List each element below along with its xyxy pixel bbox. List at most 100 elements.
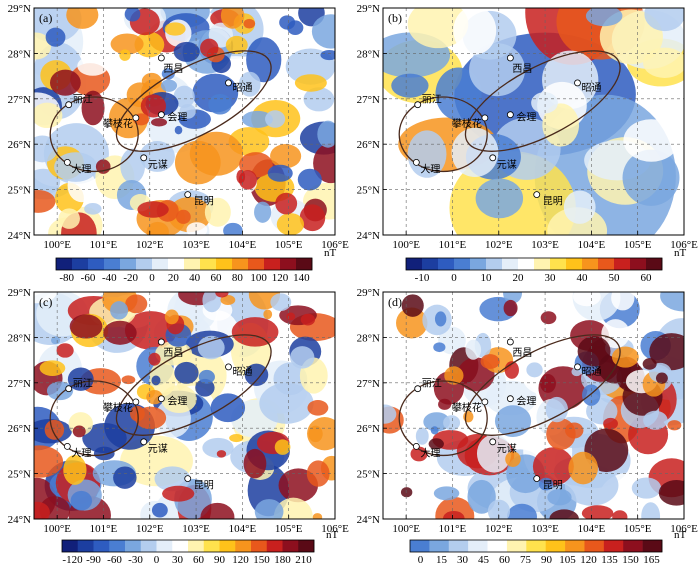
lat-tick-label: 29°N [357,287,380,299]
lon-tick-label: 105°E [275,523,303,535]
city-marker [414,385,422,393]
field-blob [430,426,439,435]
city-marker [506,338,514,346]
colorbar-tick-label: 90 [214,554,226,566]
colorbar-unit: nT [674,529,687,541]
field-blob [56,343,74,358]
field-blob [149,361,176,397]
lon-tick-label: 102°E [485,239,513,251]
field-blob [547,488,572,506]
lat-tick-label: 25°N [8,185,31,197]
lat-tick-label: 27°N [357,94,380,106]
panel-label: (d) [388,295,402,309]
colorbar-swatch [172,540,189,552]
colorbar-tick-label: -30 [128,554,143,566]
field-blob [572,292,601,307]
field-blob [622,149,680,206]
colorbar-swatch [296,258,313,270]
colorbar-swatch [646,258,663,270]
city-label: 丽江 [73,94,93,106]
field-blob [241,110,273,128]
field-blob [93,446,115,461]
fault-zone-ellipse [115,334,272,436]
field-blob [270,144,302,169]
field-blob [173,85,195,109]
field-blob [565,422,584,439]
field-blob [49,69,81,96]
field-blob [506,503,537,519]
lon-tick-label: 104°E [578,239,606,251]
city-marker [157,111,165,119]
field-blob [642,358,657,370]
field-blob [236,169,246,184]
colorbar-tick-label: 20 [513,272,525,284]
field-blob [150,118,168,127]
field-blob [312,513,323,519]
field-blob [66,8,99,29]
field-blob [433,342,446,353]
field-blob [110,33,144,55]
field-blob [532,447,574,486]
lat-tick-label: 25°N [357,185,380,197]
field-blob [649,333,684,371]
field-blob [160,79,178,92]
lat-tick-label: 29°N [357,3,380,15]
colorbar-swatch [109,540,126,552]
colorbar-swatch [282,540,299,552]
lon-tick-label: 102°E [485,523,513,535]
city-label: 昭通 [581,82,601,94]
colorbar-tick-label: 20 [168,272,180,284]
colorbar-tick-label: 0 [418,554,424,566]
city-marker [140,438,148,446]
lat-tick-label: 25°N [357,469,380,481]
colorbar-tick-label: 0 [154,554,160,566]
colorbar-unit: nT [324,247,337,259]
anomaly-field [34,292,335,519]
colorbar-tick-label: -120 [62,554,83,566]
field-blob [173,41,200,62]
city-marker [489,438,497,446]
field-blob [435,496,475,519]
lon-tick-label: 101°E [439,239,467,251]
colorbar-swatch [422,258,439,270]
colorbar-swatch [232,258,249,270]
field-blob [120,148,146,184]
field-blob [391,73,429,98]
colorbar-swatch [429,540,450,552]
colorbar-swatch [526,540,546,552]
colorbar-swatch [251,540,268,552]
city-marker [65,101,73,109]
colorbar-tick-label: 75 [520,554,532,566]
city-label: 丽江 [422,378,442,390]
fault-zone-ellipse [49,96,139,173]
lon-tick-label: 103°E [182,523,210,535]
city-marker [506,111,514,119]
colorbar-swatch [534,258,551,270]
field-blob [276,213,305,235]
field-blob [51,336,61,345]
field-blob [210,393,246,423]
field-blob [137,201,169,218]
field-blob [611,292,635,311]
fault-zone-ellipse [49,380,139,457]
panel-label: (b) [388,11,402,25]
city-marker [140,154,148,162]
field-blob [433,486,460,501]
field-blob [444,366,464,385]
field-blob [39,360,66,376]
lon-tick-label: 104°E [578,523,606,535]
field-blob [407,130,447,178]
field-blob [311,14,335,49]
field-blob [542,103,580,147]
field-blob [303,87,335,112]
city-label: 昆明 [543,196,563,208]
colorbar-swatch [125,540,142,552]
colorbar-tick-label: 180 [274,554,291,566]
colorbar-tick-label: 210 [295,554,312,566]
lon-tick-label: 105°E [275,239,303,251]
field-blob [189,131,244,176]
field-blob [274,439,291,455]
field-blob [643,47,684,78]
field-blob [81,90,105,126]
field-blob [69,314,103,339]
